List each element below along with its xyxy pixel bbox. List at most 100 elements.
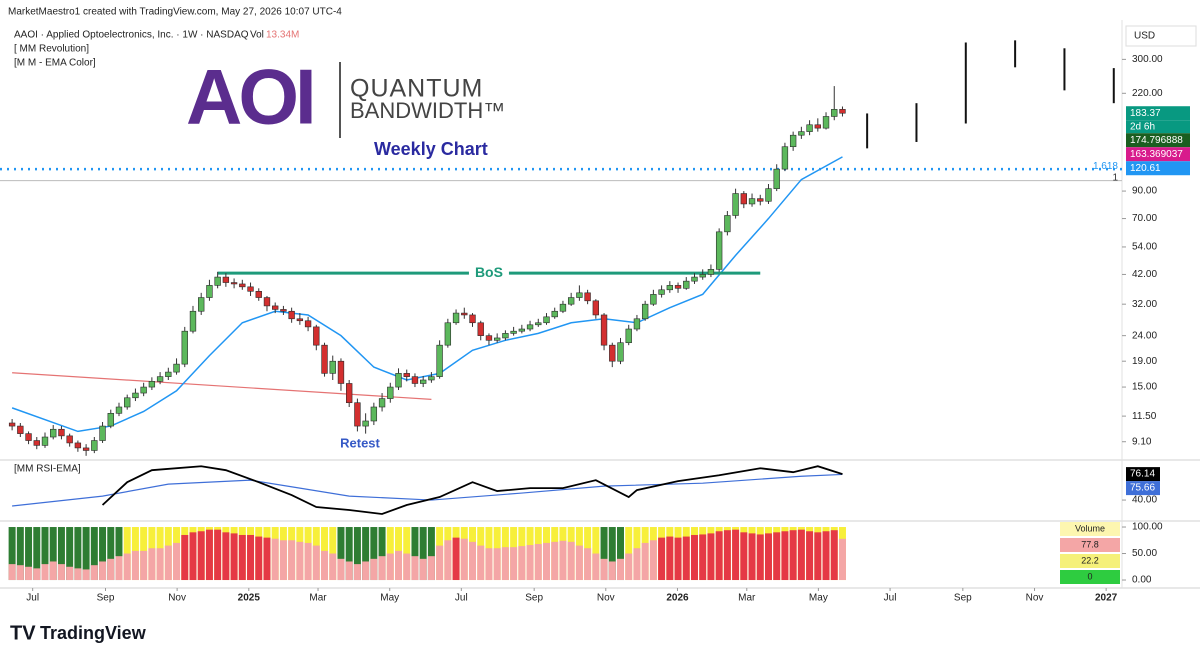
flow-bar [707,533,715,581]
y-tick-label: 100.00 [1132,522,1163,533]
candle-body [781,146,789,170]
flow-bar [247,534,255,581]
attribution: MarketMaestro1 created with TradingView.… [8,7,342,18]
flow-bar [140,550,148,581]
flow-bar [419,558,427,581]
flow-bar [90,565,98,581]
price-tag-label: 120.61 [1130,163,1161,174]
trend-line [12,372,432,400]
flow-bar [575,545,583,581]
candle-body [732,193,739,216]
flow-bar [337,558,345,581]
flow-bar [411,556,419,581]
flow-bar [386,553,394,581]
x-tick-label: Nov [597,593,615,604]
annotation: Retest [340,435,380,450]
candle-body [740,193,747,205]
candle-body [559,303,567,312]
indicator: [ MM Revolution] [14,44,89,55]
vol-value: 13.34M [266,30,299,41]
bos-label-bg [468,263,509,280]
flow-bar [321,550,329,581]
flow-bar [353,564,361,581]
flow-bar [74,568,82,581]
rsi-signal-line [12,473,843,507]
flow-background [57,527,65,581]
x-tick-label: May [809,593,828,604]
countdown: 2d 6h [1130,121,1155,132]
y-tick-label: 54.00 [1132,242,1157,253]
flow-bar [123,553,131,581]
candle-body [272,305,279,310]
candle-body [321,344,328,374]
footer-icon: TV [10,622,36,644]
flow-bar [625,553,633,581]
vol-label: Vol [250,30,264,41]
flow-bar [345,561,353,581]
countdown-bg [1126,120,1190,134]
candle-body [140,386,147,394]
flow-bar [567,541,575,581]
candle-body [115,406,123,414]
candle-body [346,383,353,404]
flow-background [66,527,74,581]
flow-bar [189,532,197,581]
price-tag [1126,133,1190,148]
fib-label: 1 [1112,172,1118,183]
flow-bar [584,548,592,581]
candle-body [641,303,649,320]
flow-bar [222,532,230,581]
flow-bar [773,532,781,581]
flow-bar [395,550,403,581]
flow-bar [378,556,386,581]
candle-body [239,283,246,288]
candle-body [452,312,460,324]
flow-bar [666,536,674,581]
candle-body [724,215,731,233]
fib-label: 1.618 [1093,161,1118,172]
flow-bar [99,561,107,581]
candle-body [148,381,156,388]
x-tick-label: Nov [168,593,186,604]
flow-bar [288,540,296,581]
candle-body [255,290,262,298]
flow-bar [214,529,222,581]
currency-box [1125,25,1197,47]
candle-body [469,314,476,324]
legend-value: 0 [1087,571,1092,581]
bos-label: BoS [475,264,503,280]
flow-bar [271,538,279,581]
y-tick-label: 70.00 [1132,213,1157,224]
candle-body [576,292,583,298]
candle-body [82,447,90,451]
flow-bar [600,558,608,581]
flow-background [99,527,107,581]
flow-bar [436,545,444,581]
candle-body [765,188,772,202]
flow-bar [329,553,337,581]
candle-body [633,318,641,330]
flow-bar [173,542,181,581]
candle-body [789,134,797,148]
flow-bar [806,531,814,581]
flow-bar [649,540,657,581]
flow-background [8,527,16,581]
candle-body [58,428,65,437]
flow-bar [296,541,304,581]
flow-bar [312,545,320,581]
flow-background [345,527,353,581]
flow-bar [830,530,838,581]
candle-body [313,326,320,346]
flow-background [411,527,419,581]
flow-bar [205,529,213,581]
x-tick-label: Jul [884,593,897,604]
candle-body [189,310,197,332]
candle-body [222,276,230,283]
candle-body [428,376,435,381]
candle-body [493,337,501,341]
flow-bar [822,531,830,581]
flow-bar [477,545,485,581]
flow-bar [197,531,205,581]
flow-bar [797,529,805,581]
x-tick-label: Nov [1026,593,1044,604]
